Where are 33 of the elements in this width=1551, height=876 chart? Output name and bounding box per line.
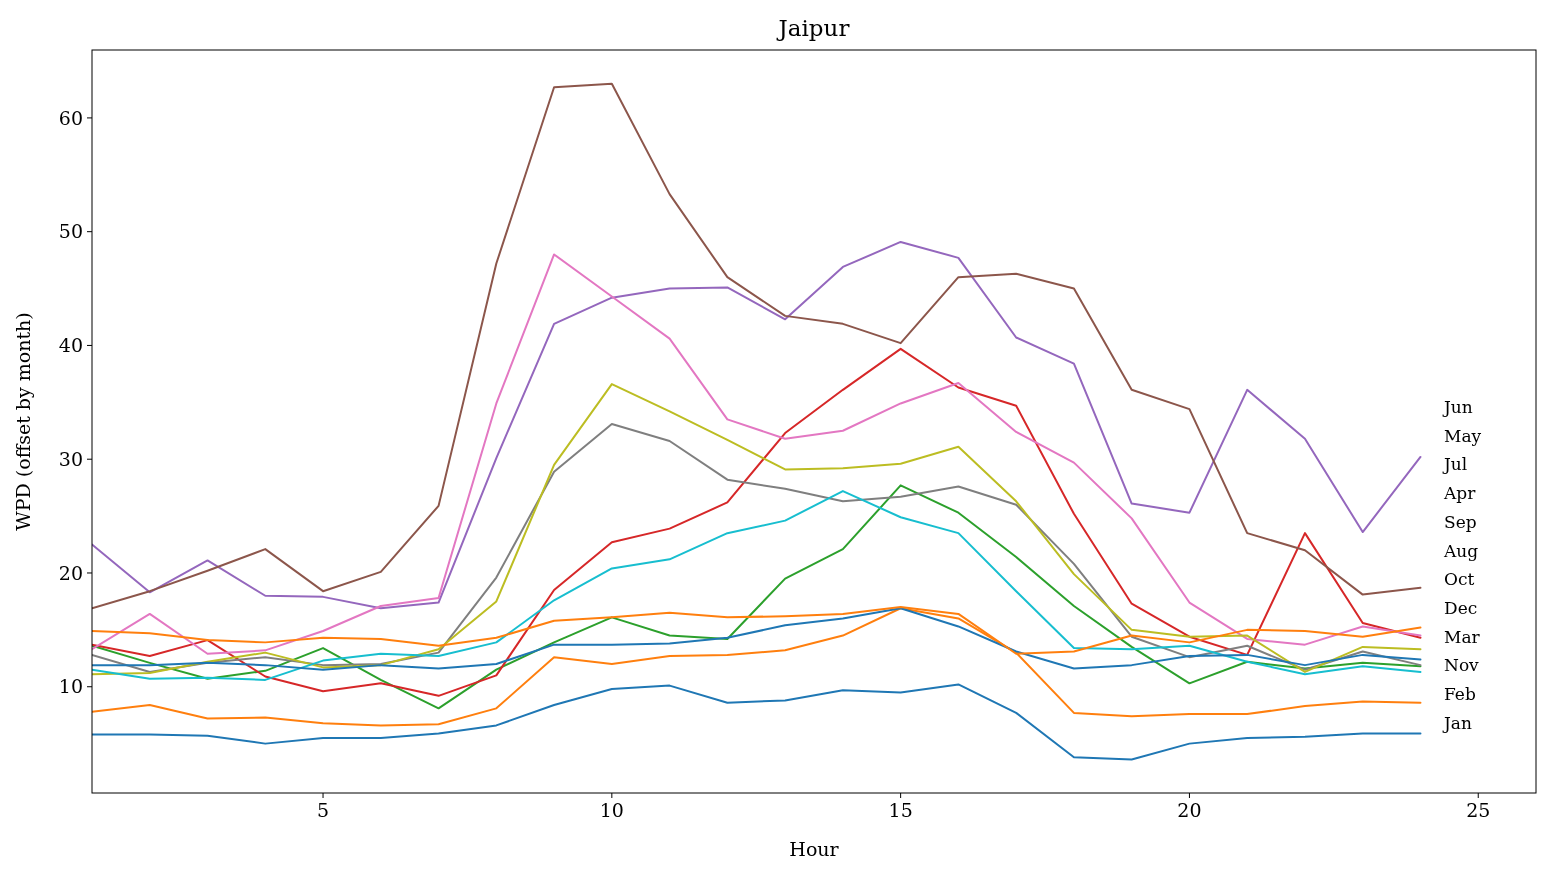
- annotation: Mar: [1444, 626, 1481, 647]
- x-tick-label: 15: [888, 799, 913, 821]
- annotation: Oct: [1444, 569, 1475, 590]
- x-axis-title: Hour: [789, 838, 840, 860]
- annotation: Jun: [1442, 396, 1473, 417]
- line-series: [92, 490, 1422, 681]
- x-tick-label: 5: [316, 799, 330, 821]
- x-tick-label: 20: [1177, 799, 1202, 821]
- annotation: Nov: [1444, 655, 1480, 676]
- line-series: [92, 484, 1422, 710]
- line-series: [92, 347, 1422, 697]
- chart-title: Jaipur: [776, 15, 850, 41]
- line-series: [92, 683, 1422, 761]
- y-axis-title: WPD (offset by month): [12, 312, 34, 531]
- y-tick-label: 30: [58, 447, 83, 470]
- annotation: Jan: [1442, 712, 1472, 733]
- line-series: [92, 607, 1422, 727]
- y-tick-label: 50: [58, 220, 83, 243]
- y-tick-label: 40: [58, 334, 83, 357]
- annotation: Dec: [1444, 598, 1478, 619]
- x-tick-label: 25: [1466, 799, 1491, 821]
- annotation: May: [1444, 425, 1482, 446]
- annotation: Apr: [1443, 483, 1477, 504]
- y-tick-label: 60: [58, 106, 83, 129]
- annotation: Feb: [1444, 684, 1476, 705]
- y-tick-label: 10: [58, 675, 83, 698]
- x-tick-label: 10: [599, 799, 624, 821]
- annotation: Sep: [1444, 511, 1477, 532]
- line-series: [92, 82, 1422, 610]
- y-tick-label: 20: [58, 561, 83, 584]
- line-series: [92, 607, 1422, 671]
- annotation: Jul: [1442, 454, 1468, 475]
- annotation: Aug: [1443, 540, 1479, 561]
